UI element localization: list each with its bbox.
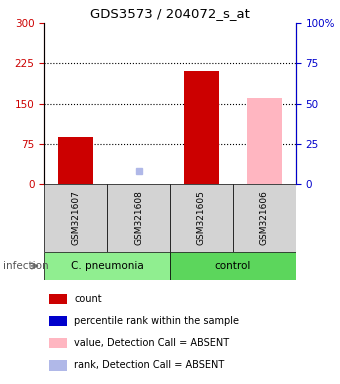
Text: C. pneumonia: C. pneumonia: [71, 261, 143, 271]
Text: percentile rank within the sample: percentile rank within the sample: [74, 316, 239, 326]
Bar: [49, 294, 67, 305]
Text: GSM321605: GSM321605: [197, 190, 206, 245]
Bar: [184, 71, 219, 184]
Bar: [44, 252, 170, 280]
Bar: [44, 184, 107, 252]
Text: value, Detection Call = ABSENT: value, Detection Call = ABSENT: [74, 338, 230, 348]
Text: rank, Detection Call = ABSENT: rank, Detection Call = ABSENT: [74, 360, 225, 370]
Bar: [107, 184, 170, 252]
Bar: [247, 98, 282, 184]
Text: GSM321608: GSM321608: [134, 190, 143, 245]
Bar: [58, 137, 93, 184]
Bar: [49, 316, 67, 326]
Text: infection: infection: [3, 261, 49, 271]
Bar: [49, 338, 67, 349]
Title: GDS3573 / 204072_s_at: GDS3573 / 204072_s_at: [90, 7, 250, 20]
Bar: [49, 360, 67, 371]
Text: GSM321606: GSM321606: [260, 190, 269, 245]
Bar: [233, 184, 296, 252]
Bar: [170, 252, 296, 280]
Text: GSM321607: GSM321607: [71, 190, 80, 245]
Text: control: control: [215, 261, 251, 271]
Bar: [170, 184, 233, 252]
Text: count: count: [74, 294, 102, 304]
